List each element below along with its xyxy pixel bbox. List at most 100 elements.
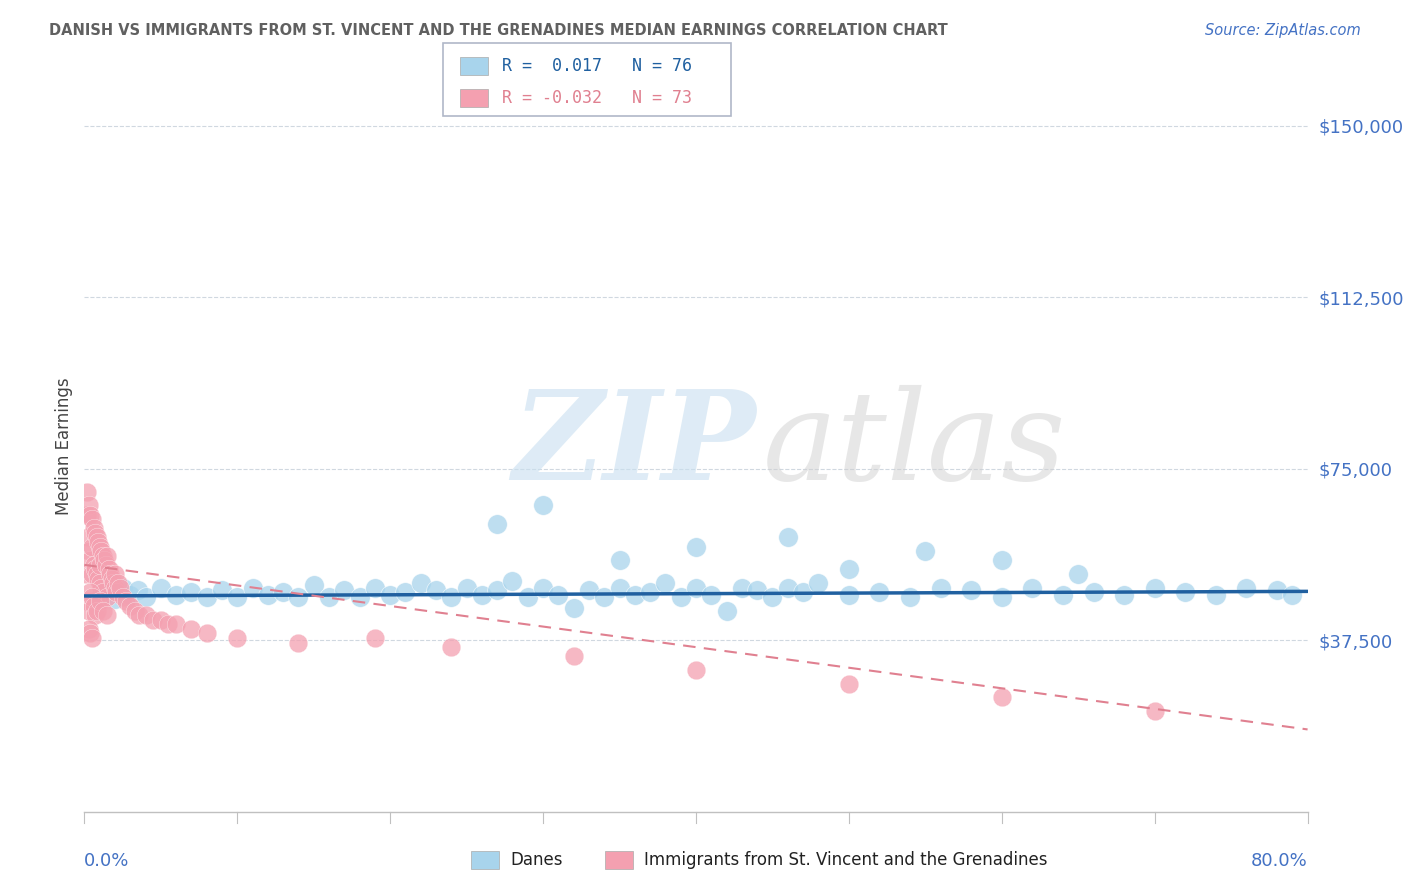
Point (80, 567, 103, 582)
Point (90, 544, 112, 558)
Point (120, 599, 142, 613)
Point (609, 581, 631, 595)
Text: R =  0.017   N = 76: R = 0.017 N = 76 (502, 57, 692, 75)
Point (114, 594, 136, 608)
Point (96, 608, 118, 623)
Point (77, 544, 100, 558)
Point (89, 590, 111, 604)
Point (287, 635, 309, 649)
Point (180, 622, 202, 636)
Point (157, 617, 180, 632)
Point (807, 576, 830, 591)
Point (84, 608, 107, 623)
Point (96, 585, 118, 599)
Point (96, 549, 118, 563)
Point (1143, 581, 1166, 595)
Point (486, 582, 509, 597)
Point (792, 585, 814, 599)
Point (287, 590, 309, 604)
Point (94, 558, 117, 572)
Point (104, 581, 127, 595)
Point (1021, 581, 1043, 595)
Point (440, 590, 463, 604)
Point (83, 521, 105, 535)
Point (731, 581, 754, 595)
Point (440, 640, 463, 655)
Point (838, 588, 860, 602)
Point (1067, 567, 1090, 582)
Point (77, 622, 100, 636)
Point (624, 588, 647, 602)
Text: DANISH VS IMMIGRANTS FROM ST. VINCENT AND THE GRENADINES MEDIAN EARNINGS CORRELA: DANISH VS IMMIGRANTS FROM ST. VINCENT AN… (49, 23, 948, 38)
Point (700, 588, 723, 602)
Point (593, 590, 616, 604)
Point (86, 567, 108, 582)
Point (83, 599, 105, 613)
Text: 80.0%: 80.0% (1251, 852, 1308, 870)
Point (107, 576, 129, 591)
Point (91, 585, 114, 599)
Point (747, 582, 769, 597)
Point (101, 572, 124, 586)
Point (195, 590, 218, 604)
Point (1052, 588, 1074, 602)
Point (104, 567, 127, 582)
Point (914, 544, 936, 558)
Point (776, 530, 799, 544)
Point (547, 588, 569, 602)
Point (79, 585, 101, 599)
Point (1143, 704, 1166, 718)
Point (124, 603, 146, 617)
Point (869, 585, 891, 599)
Point (271, 585, 294, 599)
Point (409, 576, 432, 591)
Point (105, 585, 128, 599)
Point (135, 590, 157, 604)
Point (380, 588, 402, 602)
Point (79, 626, 101, 640)
Point (89, 540, 111, 554)
Point (761, 590, 783, 604)
Point (1114, 588, 1136, 602)
Point (471, 588, 494, 602)
Point (394, 585, 416, 599)
Point (135, 608, 157, 623)
Point (1281, 588, 1303, 602)
Point (898, 590, 921, 604)
Point (87, 572, 110, 586)
Point (180, 585, 202, 599)
Point (79, 553, 101, 567)
Point (960, 582, 983, 597)
Point (80, 631, 103, 645)
Point (89, 594, 111, 608)
Point (76, 484, 98, 499)
Point (80, 540, 103, 554)
Point (77, 603, 100, 617)
Point (111, 590, 134, 604)
Point (77, 499, 100, 513)
Y-axis label: Median Earnings: Median Earnings (55, 377, 73, 515)
Point (302, 578, 325, 592)
Point (242, 581, 264, 595)
Point (91, 603, 114, 617)
Point (991, 690, 1014, 705)
Point (562, 601, 585, 615)
Point (80, 512, 103, 526)
Point (76, 508, 98, 522)
Text: ZIP: ZIP (513, 385, 756, 507)
Point (349, 590, 371, 604)
Point (86, 603, 108, 617)
Point (120, 588, 142, 602)
Point (97, 562, 120, 576)
Point (929, 581, 952, 595)
Point (226, 631, 249, 645)
Point (77, 530, 100, 544)
Point (1265, 582, 1288, 597)
Point (364, 631, 387, 645)
Point (84, 525, 107, 540)
Point (211, 582, 233, 597)
Point (991, 553, 1014, 567)
Point (142, 613, 165, 627)
Point (79, 508, 101, 522)
Point (776, 581, 799, 595)
